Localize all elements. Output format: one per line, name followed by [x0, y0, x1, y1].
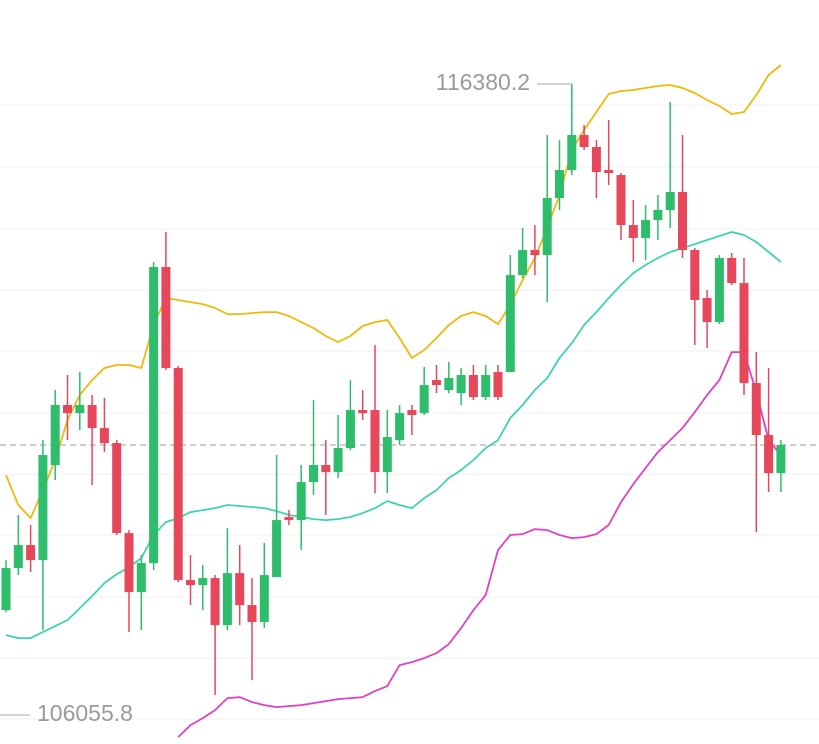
candle-body — [161, 267, 171, 369]
candle-body — [198, 578, 208, 586]
candle-body — [259, 575, 269, 623]
candle-body — [616, 175, 626, 226]
band-line — [177, 351, 782, 738]
bands — [5, 64, 782, 738]
candle-body — [407, 410, 417, 416]
candle-body — [13, 545, 23, 569]
candle-body — [481, 375, 491, 398]
candle-body — [653, 210, 663, 221]
candle-body — [505, 275, 515, 373]
candle-body — [665, 192, 675, 211]
candle-body — [210, 578, 220, 626]
candle-body — [247, 605, 257, 623]
candle-body — [579, 135, 589, 148]
candle-body — [678, 192, 687, 251]
candle-body — [555, 170, 564, 199]
candle-body — [641, 220, 651, 239]
candle-body — [38, 455, 48, 561]
band-line — [5, 64, 782, 519]
candle-body — [309, 465, 318, 483]
min-label: 106055.8 — [37, 700, 133, 726]
candle-body — [382, 437, 392, 473]
candle-body — [727, 258, 737, 284]
candle-body — [87, 405, 97, 429]
candle-body — [395, 413, 405, 441]
candle-body — [493, 372, 503, 398]
candle-body — [235, 573, 245, 606]
candle-body — [112, 443, 122, 534]
candle-body — [321, 465, 331, 473]
candle-body — [690, 250, 700, 301]
candle-body — [419, 385, 429, 414]
candle-body — [702, 298, 712, 323]
candle-body — [333, 448, 343, 473]
candle-body — [124, 533, 134, 593]
candle-body — [173, 368, 183, 581]
max-label: 116380.2 — [436, 69, 530, 95]
candle-body — [186, 580, 195, 586]
candle-body — [456, 375, 466, 394]
candle-body — [345, 410, 355, 449]
candle-body — [296, 482, 306, 521]
candle-body — [149, 267, 159, 564]
band-line — [5, 231, 782, 639]
candle-body — [432, 380, 441, 386]
candle-body — [714, 258, 724, 323]
candle-body — [542, 198, 552, 256]
candle-body — [272, 520, 282, 578]
candle-body — [567, 135, 577, 171]
candle-body — [358, 410, 368, 414]
candle-body — [628, 225, 638, 239]
candle-body — [50, 405, 60, 466]
candle-body — [776, 445, 786, 474]
candle-body — [604, 170, 614, 174]
labels: 116380.2 106055.8 — [0, 69, 572, 726]
candle-body — [518, 250, 528, 276]
candle-body — [370, 410, 380, 473]
candle-body — [751, 383, 761, 436]
candle-body — [764, 435, 774, 474]
candle-body — [222, 573, 232, 626]
candle-body — [530, 250, 540, 256]
candle-body — [591, 147, 601, 173]
candles — [1, 84, 786, 696]
candle-body — [1, 568, 11, 611]
candle-body — [136, 563, 146, 593]
candle-body — [444, 378, 454, 391]
candle-body — [284, 517, 294, 521]
candle-body — [26, 545, 36, 561]
candle-body — [75, 405, 85, 414]
candle-body — [468, 375, 478, 398]
candle-body — [739, 283, 749, 384]
candle-body — [63, 405, 72, 414]
candle-body — [99, 428, 109, 444]
